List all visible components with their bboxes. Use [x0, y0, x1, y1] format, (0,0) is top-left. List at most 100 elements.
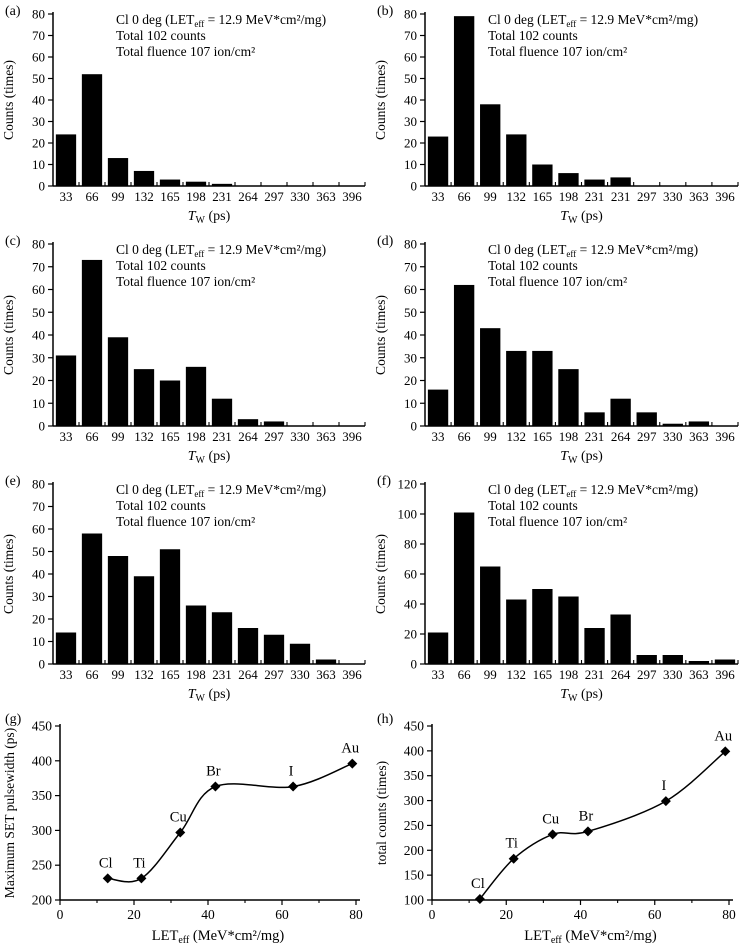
bar [185, 181, 207, 186]
x-category-label: 33 [60, 667, 73, 682]
y-tick-label: 80 [404, 237, 417, 252]
x-category-label: 363 [689, 429, 709, 444]
x-axis-title: LETeff (MeV*cm²/mg) [152, 928, 285, 944]
panel-a: (a) 0 10 20 30 40 50 60 70 80 33 66 99 132 165 198 231 2… [0, 0, 372, 230]
chart-a-histogram: 0 10 20 30 40 50 60 70 80 33 66 99 132 165 198 231 264 29… [1, 7, 366, 226]
y-tick-label: 30 [32, 350, 45, 365]
bar [211, 183, 233, 186]
x-category-label: 198 [559, 667, 579, 682]
y-tick-label: 60 [404, 282, 417, 297]
x-category-label: 132 [507, 429, 527, 444]
bar [558, 596, 579, 664]
x-tick-label: 20 [127, 907, 141, 922]
x-category-label: 198 [186, 429, 206, 444]
x-axis-title: TW (ps) [560, 687, 603, 704]
bar [506, 350, 527, 426]
bar [185, 366, 207, 426]
x-category-label: 198 [559, 189, 579, 204]
bar [532, 350, 553, 426]
y-tick-label: 80 [404, 537, 417, 552]
x-tick-label: 0 [429, 907, 436, 922]
x-category-label: 165 [160, 429, 180, 444]
y-tick-label: 20 [404, 373, 417, 388]
bar [427, 389, 449, 426]
x-axis-title: LETeff (MeV*cm²/mg) [524, 928, 657, 944]
y-tick-label: 60 [404, 50, 417, 65]
x-category-label: 264 [611, 429, 631, 444]
y-axis-title: Maximum SET pulsewidth (ps) [2, 728, 17, 898]
data-point-Br [582, 826, 593, 837]
bar [263, 421, 285, 426]
x-category-label: 396 [342, 667, 362, 682]
x-tick-label: 60 [275, 907, 289, 922]
bar [185, 605, 207, 664]
x-category-label: 99 [484, 189, 497, 204]
x-category-label: 297 [637, 429, 657, 444]
y-tick-label: 60 [32, 50, 45, 65]
annotation-line: Total 102 counts [488, 498, 578, 513]
bar [558, 173, 579, 186]
y-tick-label: 40 [32, 567, 45, 582]
panel-b: (b) 0 10 20 30 40 50 60 70 80 33 66 99 132 165 198 231 2… [372, 0, 745, 230]
y-axis-title: total counts (times) [374, 761, 389, 865]
x-category-label: 99 [112, 189, 125, 204]
x-category-label: 330 [290, 429, 310, 444]
bar [237, 628, 259, 664]
x-category-label: 231 [585, 429, 605, 444]
panel-label-f: (f) [377, 474, 391, 489]
panel-label-h: (h) [377, 712, 394, 727]
point-label-Cl: Cl [99, 855, 113, 871]
bar [427, 136, 449, 186]
point-label-Cu: Cu [170, 809, 187, 825]
data-point-Ti [136, 873, 147, 884]
x-category-label: 231 [212, 189, 232, 204]
x-category-label: 198 [186, 667, 206, 682]
annotation-line: Total fluence 107 ion/cm² [488, 44, 627, 59]
x-category-label: 165 [160, 189, 180, 204]
bar [584, 412, 605, 426]
bar [453, 284, 475, 426]
y-axis-title: Counts (times) [1, 295, 16, 375]
y-tick-label: 20 [32, 136, 45, 151]
x-category-label: 66 [86, 189, 100, 204]
x-axis-title: TW (ps) [560, 449, 603, 466]
bar [610, 614, 631, 664]
bar [532, 164, 553, 186]
y-tick-label: 60 [32, 282, 45, 297]
x-category-label: 231 [585, 189, 605, 204]
annotation-line: Total 102 counts [116, 258, 206, 273]
bar [506, 134, 527, 186]
y-tick-label: 100 [404, 893, 425, 908]
chart-c-histogram: 0 10 20 30 40 50 60 70 80 33 66 99 132 165 198 231 264 29… [1, 237, 366, 466]
y-tick-label: 10 [404, 157, 417, 172]
y-tick-label: 80 [32, 237, 45, 252]
panel-label-d: (d) [377, 234, 394, 249]
bar [55, 134, 77, 186]
chart-h-line-plot: 100 150 200 250 300 350 400 450 0 20 40 60 80 Cl Ti Cu B… [374, 719, 736, 944]
y-tick-label: 20 [404, 136, 417, 151]
y-tick-label: 350 [404, 768, 425, 783]
bar [107, 337, 129, 426]
x-category-label: 33 [60, 429, 73, 444]
data-point-Au [347, 758, 358, 769]
annotation-line: Cl 0 deg (LETeff = 12.9 MeV*cm²/mg) [488, 482, 698, 499]
x-category-label: 330 [290, 667, 310, 682]
y-tick-label: 450 [404, 719, 425, 734]
chart-b-histogram: 0 10 20 30 40 50 60 70 80 33 66 99 132 165 198 231 231 29… [373, 7, 739, 226]
y-tick-label: 70 [404, 259, 417, 274]
x-category-label: 33 [60, 189, 73, 204]
y-tick-label: 350 [32, 788, 53, 803]
point-label-Ti: Ti [505, 836, 517, 852]
data-point-Cu [175, 827, 186, 838]
y-tick-label: 400 [32, 753, 53, 768]
y-tick-label: 50 [404, 71, 417, 86]
bar [211, 398, 233, 426]
y-tick-label: 50 [32, 305, 45, 320]
y-tick-label: 0 [39, 419, 46, 434]
y-tick-label: 0 [411, 657, 418, 672]
y-tick-label: 10 [32, 157, 45, 172]
bar [211, 612, 233, 664]
y-tick-label: 60 [404, 567, 417, 582]
bar [107, 556, 129, 664]
annotation-line: Total fluence 107 ion/cm² [116, 514, 255, 529]
